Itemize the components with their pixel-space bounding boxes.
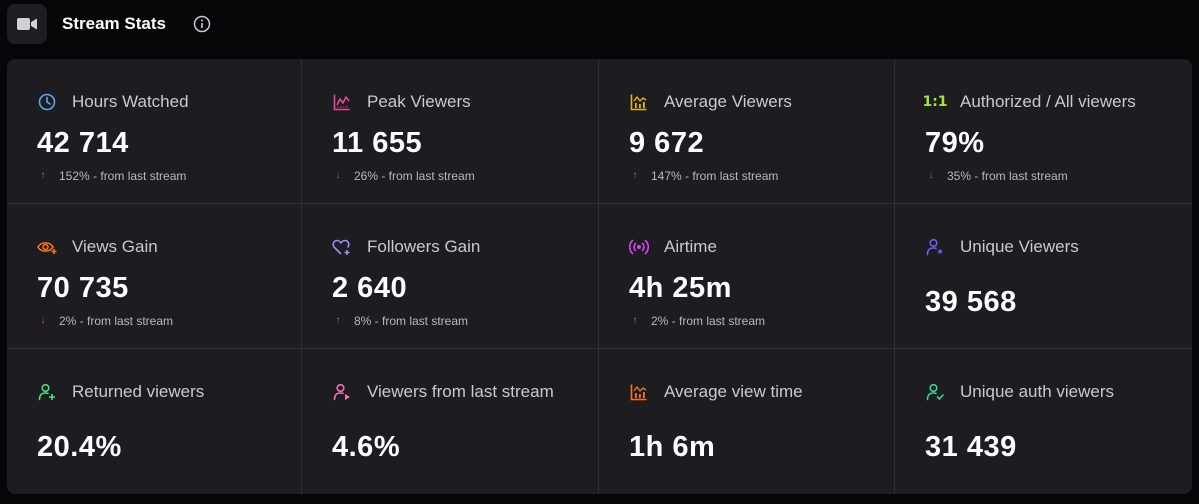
info-icon[interactable]	[192, 14, 212, 34]
arrow-down-icon: ↓	[40, 315, 46, 326]
arrow-down-icon: ↓	[928, 170, 934, 181]
stat-value: 31 439	[925, 431, 1017, 463]
stat-label: Unique auth viewers	[960, 382, 1115, 401]
video-camera-icon	[17, 18, 37, 30]
header: Stream Stats	[0, 0, 1199, 50]
stat-card: Viewers from last stream 4.6%	[302, 349, 599, 494]
bar-chart-icon	[629, 382, 649, 402]
stat-delta-text: 2% - from last stream	[651, 314, 766, 328]
heart-plus-icon	[332, 237, 352, 257]
stat-label: Unique Viewers	[960, 237, 1079, 256]
video-camera-button[interactable]	[7, 4, 47, 44]
stat-delta-text: 35% - from last stream	[947, 169, 1068, 183]
stat-card: 1:1 Authorized / All viewers 79% ↓ 35% - fro…	[895, 59, 1192, 204]
stats-grid: Hours Watched 42 714 ↑ 152% - from last str…	[7, 59, 1192, 494]
arrow-down-icon: ↓	[335, 170, 341, 181]
stat-label: Airtime	[664, 237, 717, 256]
broadcast-icon	[629, 237, 649, 257]
stat-card: Peak Viewers 11 655 ↓ 26% - from last strea…	[302, 59, 599, 204]
stat-card: Unique auth viewers 31 439	[895, 349, 1192, 494]
arrow-up-icon: ↑	[632, 315, 638, 326]
stat-value: 9 672	[629, 127, 705, 159]
ratio-icon: 1:1	[922, 92, 948, 112]
stat-value: 11 655	[332, 127, 423, 159]
stat-delta: ↓ 26% - from last stream	[332, 168, 475, 184]
stat-value: 1h 6m	[629, 431, 716, 463]
stat-value: 4h 25m	[629, 272, 732, 304]
arrow-up-icon: ↑	[632, 170, 638, 181]
stat-delta-text: 147% - from last stream	[651, 169, 779, 183]
stat-card: Hours Watched 42 714 ↑ 152% - from last str…	[7, 59, 302, 204]
stat-label: Followers Gain	[367, 237, 481, 256]
arrow-up-icon: ↑	[335, 315, 341, 326]
stat-delta: ↑ 147% - from last stream	[629, 168, 779, 184]
stat-card: Unique Viewers 39 568	[895, 204, 1192, 349]
bar-chart-icon	[629, 92, 649, 112]
stat-card: Airtime 4h 25m ↑ 2% - from last stream	[599, 204, 895, 349]
stat-label: Returned viewers	[72, 382, 205, 401]
stat-label: Authorized / All viewers	[960, 92, 1136, 111]
stat-delta: ↑ 152% - from last stream	[37, 168, 187, 184]
ratio-icon-text: 1:1	[922, 94, 948, 110]
stat-label: Average view time	[664, 382, 803, 401]
arrow-up-icon: ↑	[40, 170, 46, 181]
stat-delta-text: 2% - from last stream	[59, 314, 174, 328]
page-title: Stream Stats	[62, 14, 166, 33]
stat-card: Returned viewers 20.4%	[7, 349, 302, 494]
stat-label: Average Viewers	[664, 92, 792, 111]
stat-delta-text: 8% - from last stream	[354, 314, 469, 328]
clock-icon	[37, 92, 57, 112]
stat-card: Average view time 1h 6m	[599, 349, 895, 494]
stat-label: Viewers from last stream	[367, 382, 554, 401]
stat-card: Average Viewers 9 672 ↑ 147% - from last st…	[599, 59, 895, 204]
stat-card: Views Gain 70 735 ↓ 2% - from last stream	[7, 204, 302, 349]
stat-value: 70 735	[37, 272, 129, 304]
stat-delta: ↓ 2% - from last stream	[37, 313, 174, 329]
user-arrow-icon	[332, 382, 352, 402]
stat-label: Hours Watched	[72, 92, 189, 111]
stat-value: 4.6%	[332, 431, 401, 463]
user-plus-icon	[37, 382, 57, 402]
stat-label: Views Gain	[72, 237, 158, 256]
line-chart-icon	[332, 92, 352, 112]
eye-plus-icon	[37, 237, 57, 257]
stat-delta: ↑ 8% - from last stream	[332, 313, 469, 329]
stat-label: Peak Viewers	[367, 92, 471, 111]
user-check-icon	[925, 382, 945, 402]
stat-delta: ↑ 2% - from last stream	[629, 313, 766, 329]
stat-delta-text: 26% - from last stream	[354, 169, 475, 183]
user-star-icon	[925, 237, 945, 257]
stat-card: Followers Gain 2 640 ↑ 8% - from last strea…	[302, 204, 599, 349]
stat-value: 42 714	[37, 127, 129, 159]
stat-value: 39 568	[925, 286, 1017, 318]
stat-value: 20.4%	[37, 431, 122, 463]
stat-value: 79%	[925, 127, 985, 159]
stats-panel: Hours Watched 42 714 ↑ 152% - from last str…	[7, 59, 1192, 494]
stat-delta-text: 152% - from last stream	[59, 169, 187, 183]
stat-delta: ↓ 35% - from last stream	[925, 168, 1068, 184]
stat-value: 2 640	[332, 272, 408, 304]
